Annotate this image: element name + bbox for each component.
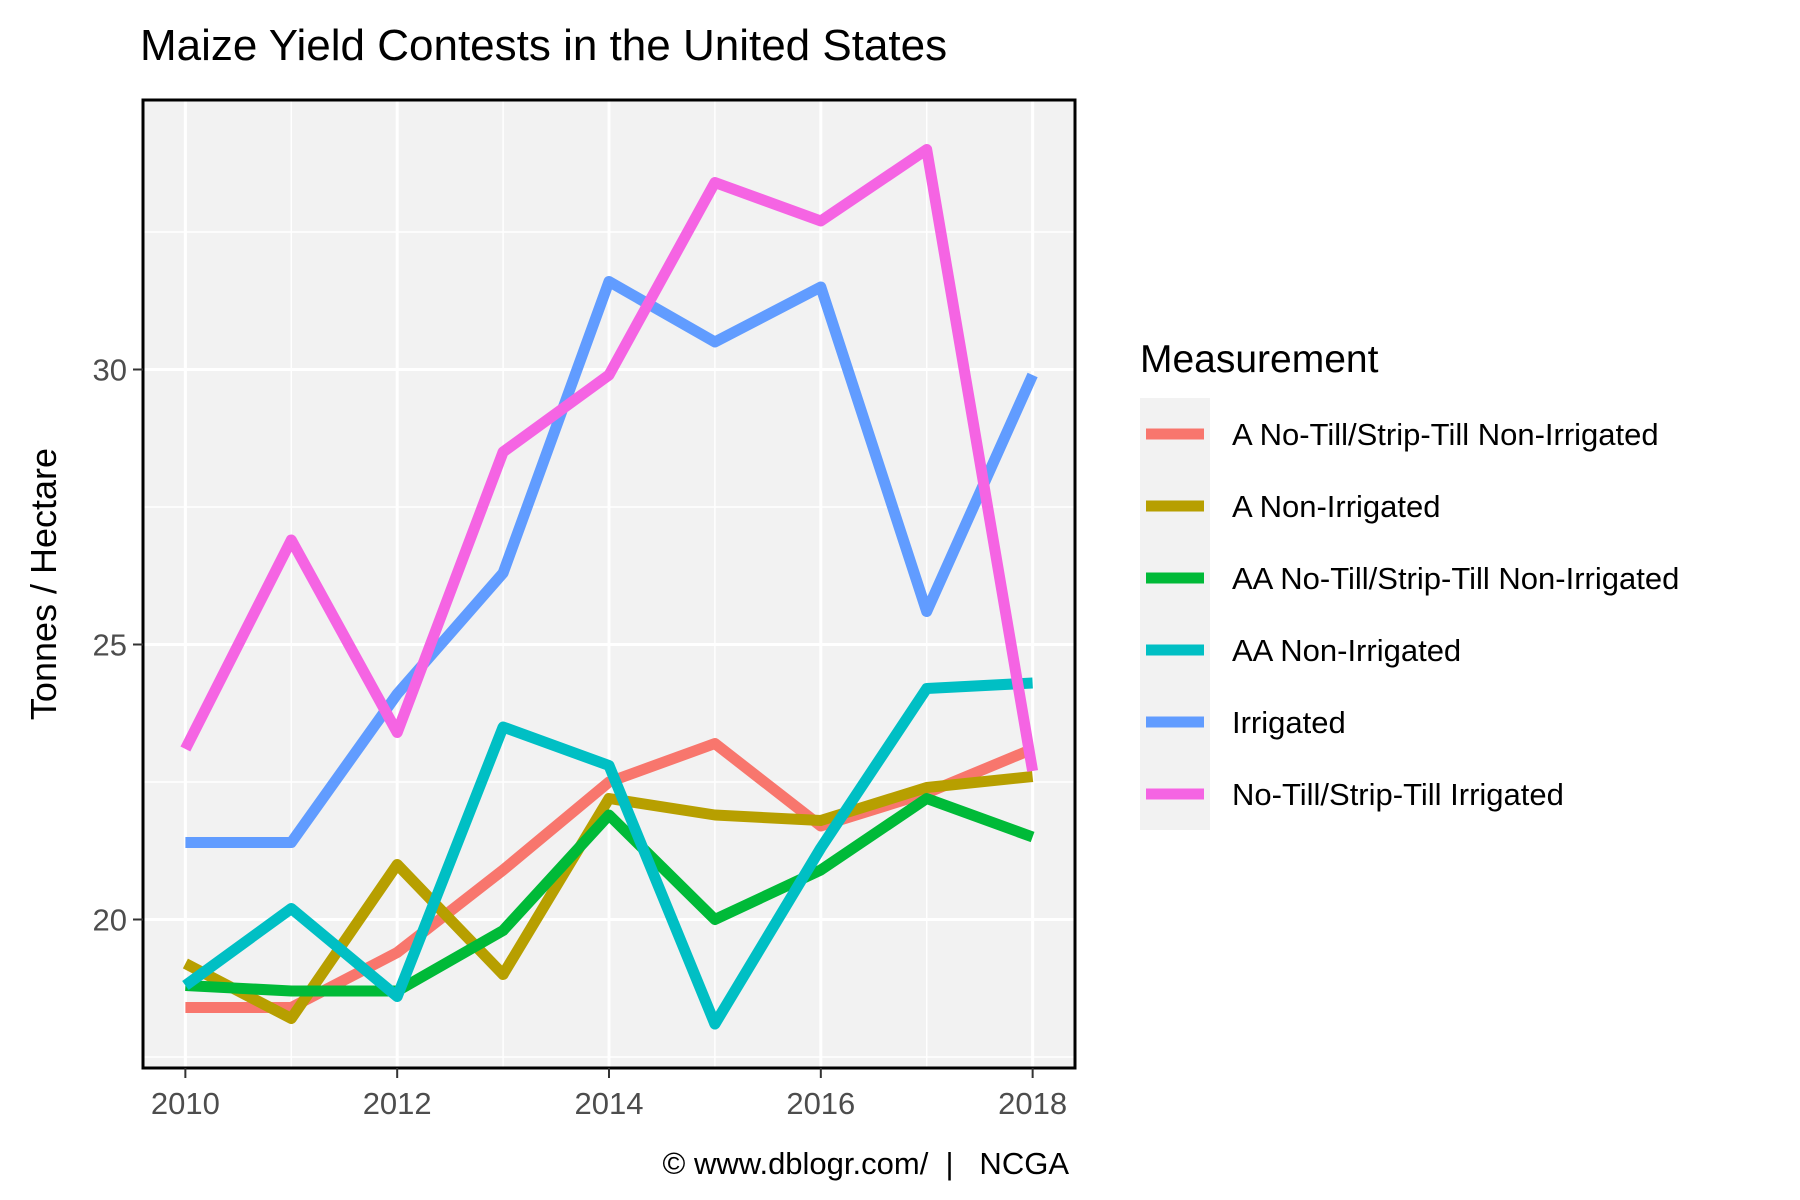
tick-labels: 2010 2012 2014 2016 2018 20 25 30 bbox=[93, 353, 1068, 1122]
legend-title: Measurement bbox=[1140, 338, 1379, 381]
y-tick-label: 25 bbox=[93, 628, 127, 663]
legend-label: AA No-Till/Strip-Till Non-Irrigated bbox=[1232, 561, 1679, 596]
series-line bbox=[185, 276, 1038, 848]
legend-label: No-Till/Strip-Till Irrigated bbox=[1232, 777, 1564, 812]
x-tick-label: 2010 bbox=[151, 1086, 220, 1121]
legend-label: Irrigated bbox=[1232, 705, 1346, 740]
series-line bbox=[185, 793, 1035, 997]
legend-items: A No-Till/Strip-Till Non-Irrigated A Non-… bbox=[1146, 417, 1679, 812]
series-line bbox=[182, 771, 1034, 1024]
caption: © www.dblogr.com/ | NCGA bbox=[663, 1146, 1070, 1181]
axis-ticks bbox=[133, 368, 1034, 1078]
series-line bbox=[182, 677, 1033, 1030]
legend-label: A Non-Irrigated bbox=[1232, 489, 1441, 524]
legend-label: AA Non-Irrigated bbox=[1232, 633, 1461, 668]
series-lines bbox=[180, 144, 1039, 1030]
chart-title: Maize Yield Contests in the United State… bbox=[140, 21, 947, 70]
y-axis-title: Tonnes / Hectare bbox=[23, 448, 64, 720]
legend-keys-background bbox=[1140, 398, 1210, 830]
grid-major bbox=[143, 100, 1075, 1068]
x-tick-label: 2012 bbox=[363, 1086, 432, 1121]
y-tick-label: 30 bbox=[93, 353, 127, 388]
y-tick-label: 20 bbox=[93, 903, 127, 938]
x-tick-label: 2018 bbox=[998, 1086, 1067, 1121]
series-line bbox=[180, 144, 1039, 772]
legend-label: A No-Till/Strip-Till Non-Irrigated bbox=[1232, 417, 1659, 452]
x-tick-label: 2014 bbox=[575, 1086, 644, 1121]
x-tick-label: 2016 bbox=[786, 1086, 855, 1121]
legend: Measurement A No-Till/Strip-Till Non-Irr… bbox=[1140, 338, 1679, 830]
